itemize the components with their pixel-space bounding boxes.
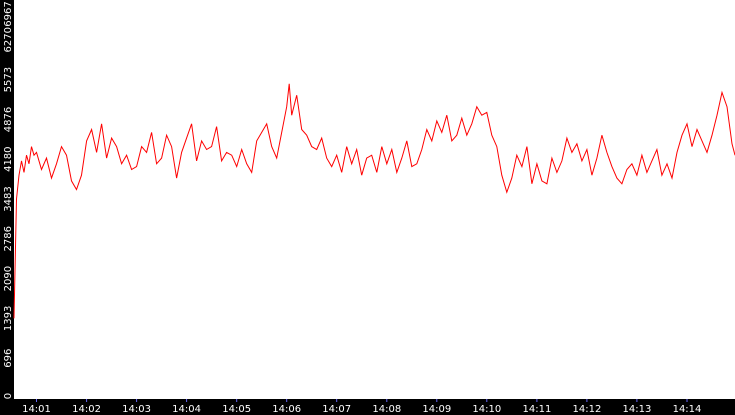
x-tick-label: 14:05 — [222, 404, 251, 415]
x-axis-ticks: 14:01 14:02 14:03 14:04 14:05 14:06 14:07 14:08… — [22, 399, 701, 415]
x-tick-label: 14:04 — [172, 404, 201, 415]
x-tick-label: 14:13 — [622, 404, 651, 415]
y-tick-label: 2090 — [3, 266, 14, 291]
y-axis-band — [0, 0, 14, 400]
x-tick-label: 14:11 — [522, 404, 551, 415]
x-tick-label: 14:02 — [72, 404, 101, 415]
x-tick-label: 14:01 — [22, 404, 51, 415]
y-tick-label: 6270 — [3, 27, 14, 52]
y-tick-label: 696 — [3, 349, 14, 368]
x-tick-label: 14:09 — [422, 404, 451, 415]
y-tick-label: 0 — [3, 393, 14, 399]
y-tick-label: 4180 — [3, 146, 14, 171]
y-tick-label: 1393 — [3, 306, 14, 331]
x-tick-label: 14:12 — [572, 404, 601, 415]
x-tick-label: 14:08 — [372, 404, 401, 415]
y-tick-label: 5573 — [3, 67, 14, 92]
x-tick-label: 14:10 — [472, 404, 501, 415]
y-tick-label: 6967 — [3, 1, 14, 26]
y-tick-label: 3483 — [3, 186, 14, 211]
y-tick-label: 2786 — [3, 226, 14, 251]
y-tick-label: 4876 — [3, 107, 14, 132]
x-tick-label: 14:14 — [673, 404, 702, 415]
x-tick-label: 14:07 — [322, 404, 351, 415]
x-tick-label: 14:06 — [272, 404, 301, 415]
x-axis-band — [0, 399, 735, 415]
x-tick-label: 14:03 — [122, 404, 151, 415]
series-line — [13, 83, 735, 319]
